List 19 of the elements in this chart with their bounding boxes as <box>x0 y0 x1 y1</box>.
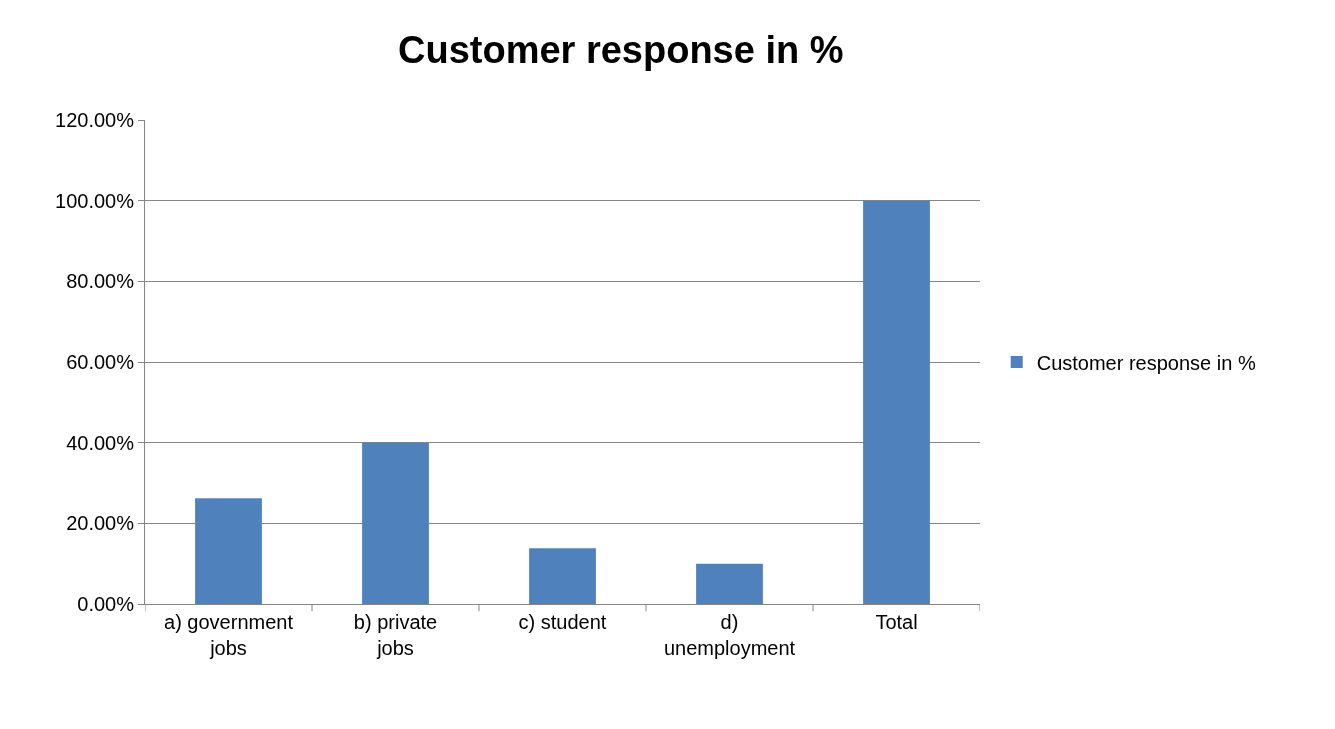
x-tick-label: c) student <box>518 611 607 633</box>
y-tick-label: 40.00% <box>66 431 135 454</box>
y-tick-label: 120.00% <box>55 109 135 131</box>
x-tick-label: b) private jobs <box>353 611 438 659</box>
y-tick-label: 60.00% <box>66 351 135 373</box>
chart-title: Customer response in % <box>397 29 844 72</box>
bar <box>863 200 930 604</box>
x-tick-label: a) government jobs <box>164 611 294 659</box>
x-tick-label: d) unemployment <box>663 611 796 659</box>
y-tick-label: 0.00% <box>77 593 135 615</box>
bar <box>195 498 262 604</box>
y-tick-label: 20.00% <box>66 512 135 535</box>
legend-label: Customer response in % <box>1036 351 1256 374</box>
bar <box>362 442 429 604</box>
bar <box>529 548 596 604</box>
bar <box>696 563 763 604</box>
y-tick-label: 100.00% <box>55 189 135 212</box>
y-tick-label: 80.00% <box>66 270 135 293</box>
x-tick-label: Total <box>875 611 918 633</box>
